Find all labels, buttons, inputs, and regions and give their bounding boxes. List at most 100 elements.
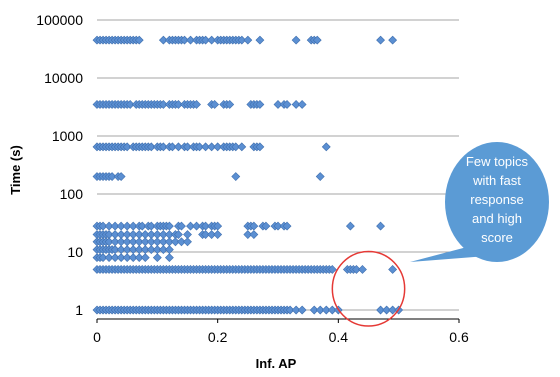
data-point	[297, 100, 307, 109]
x-axis-title: Inf. AP	[256, 356, 297, 371]
data-point	[261, 221, 271, 231]
data-point	[116, 253, 126, 263]
data-point	[107, 172, 117, 181]
y-tick-label: 100000	[36, 12, 83, 28]
data-point	[110, 221, 120, 231]
data-point	[158, 245, 168, 255]
y-tick-label: 10	[67, 244, 83, 260]
data-point	[116, 221, 126, 231]
data-point	[231, 172, 241, 181]
data-point	[358, 265, 367, 274]
data-point	[382, 305, 392, 315]
data-point	[134, 35, 144, 45]
data-point	[158, 35, 168, 45]
data-point	[376, 305, 385, 315]
data-point	[243, 35, 253, 45]
data-point	[122, 253, 132, 263]
x-tick-label: 0	[93, 329, 101, 345]
data-point	[231, 142, 241, 152]
data-point	[177, 237, 186, 247]
data-point	[291, 305, 301, 315]
data-point	[255, 35, 265, 45]
data-point	[297, 305, 307, 315]
data-point	[282, 100, 292, 109]
data-point	[201, 35, 211, 45]
data-point	[213, 142, 223, 152]
y-tick-label: 10000	[44, 70, 83, 86]
data-point	[321, 142, 331, 152]
data-point	[376, 35, 385, 45]
data-point	[180, 35, 189, 45]
y-tick-label: 100	[60, 186, 84, 202]
callout-text-line: response	[470, 192, 523, 207]
data-point	[225, 100, 235, 109]
data-point	[321, 305, 331, 315]
data-point	[183, 142, 192, 152]
data-point	[186, 35, 195, 45]
data-point	[291, 35, 301, 45]
data-point	[186, 221, 195, 231]
data-point	[183, 237, 192, 247]
callout-shape	[445, 142, 549, 262]
data-point	[171, 237, 180, 247]
data-point	[192, 221, 201, 231]
data-point	[345, 221, 355, 231]
x-axis-ticks: 0 0.2 0.4 0.6	[93, 319, 469, 345]
data-point	[207, 35, 217, 45]
callout-text-line: and high	[472, 211, 522, 226]
callout-text-line: score	[481, 230, 513, 245]
data-point	[273, 221, 283, 231]
data-point	[128, 253, 138, 263]
data-point	[213, 230, 223, 239]
highlight-circle	[331, 250, 406, 327]
data-point	[183, 230, 192, 239]
data-point	[122, 142, 132, 152]
callout-bubble: Few topics with fast response and high score	[410, 142, 549, 262]
data-point	[137, 221, 147, 231]
data-point	[104, 221, 114, 231]
y-tick-label: 1	[75, 302, 83, 318]
x-tick-label: 0.2	[208, 329, 228, 345]
data-point	[388, 265, 398, 274]
data-point	[249, 221, 259, 231]
data-point	[174, 142, 183, 152]
data-point	[98, 221, 108, 231]
data-point	[134, 253, 144, 263]
y-tick-label: 1000	[52, 128, 83, 144]
data-point	[388, 35, 398, 45]
data-point	[255, 142, 265, 152]
data-points	[92, 35, 404, 315]
data-point	[128, 221, 138, 231]
data-point	[177, 221, 186, 231]
data-point	[146, 142, 156, 152]
data-point	[327, 305, 337, 315]
data-point	[158, 142, 168, 152]
data-point	[140, 253, 150, 263]
data-point	[146, 221, 156, 231]
data-point	[282, 221, 292, 231]
data-point	[192, 100, 201, 109]
data-point	[167, 142, 177, 152]
data-point	[174, 230, 183, 239]
data-point	[98, 253, 108, 263]
callout-text-line: with fast	[472, 173, 521, 188]
data-point	[210, 100, 220, 109]
data-point	[376, 221, 385, 231]
data-point	[122, 221, 132, 231]
data-point	[237, 35, 247, 45]
data-point	[125, 100, 135, 109]
data-point	[237, 142, 247, 152]
data-point	[291, 100, 301, 109]
data-point	[146, 245, 156, 255]
data-point	[201, 230, 211, 239]
data-point	[249, 230, 259, 239]
data-point	[213, 221, 223, 231]
data-point	[201, 142, 211, 152]
data-point	[174, 100, 183, 109]
data-point	[201, 221, 211, 231]
y-axis-ticks: 1 10 100 1000 10000 100000	[36, 12, 83, 318]
data-point	[195, 142, 204, 152]
data-point	[309, 305, 319, 315]
data-point	[312, 35, 322, 45]
